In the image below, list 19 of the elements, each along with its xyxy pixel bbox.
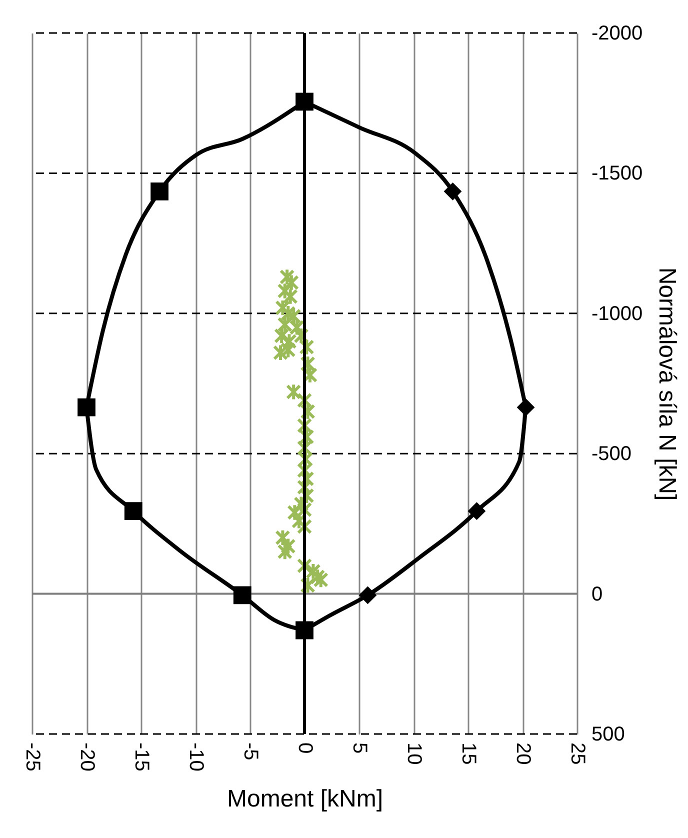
y-tick-label: 500 (592, 724, 625, 746)
y-tick-label: 0 (592, 583, 603, 606)
x-tick-label: -15 (130, 742, 152, 772)
y-tick-label: -2000 (592, 22, 643, 44)
x-tick-label: 15 (458, 742, 480, 765)
x-tick-label: 25 (566, 742, 588, 765)
y-tick-label: -500 (592, 443, 632, 466)
x-axis-title: Moment [kNm] (226, 785, 384, 812)
x-tick-label: -5 (240, 742, 262, 760)
y-tick-label: -1000 (592, 302, 643, 325)
x-tick-label: 20 (512, 742, 534, 765)
x-tick-label: -20 (76, 742, 98, 772)
x-tick-label: 10 (403, 742, 425, 765)
y-axis-title: Normálová síla N [kN] (654, 267, 681, 501)
x-tick-label: -25 (22, 742, 44, 772)
x-tick-label: -10 (185, 742, 207, 772)
x-tick-label: 5 (348, 742, 370, 754)
y-tick-label: -1500 (592, 162, 643, 185)
x-tick-label: 0 (294, 742, 316, 754)
